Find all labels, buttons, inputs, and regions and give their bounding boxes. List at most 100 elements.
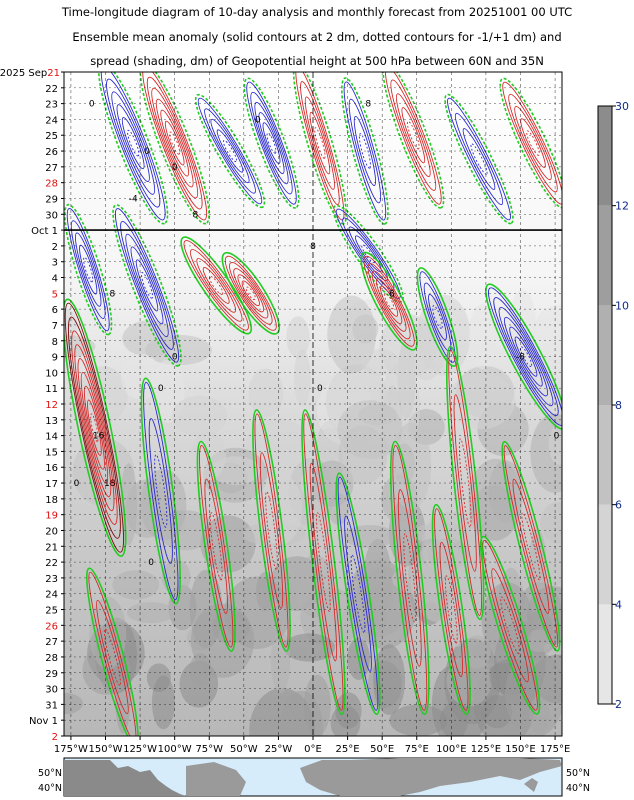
- positive-anomaly-contour: [384, 72, 442, 205]
- negative-anomaly-contour: [125, 233, 169, 338]
- contour-label: 8: [365, 100, 371, 110]
- y-tick-label: Oct 1: [31, 226, 58, 237]
- negative-anomaly-contour: [498, 307, 554, 407]
- y-tick-label: 19: [45, 511, 58, 522]
- y-tick-label: 7: [52, 321, 58, 332]
- negative-anomaly-contour: [432, 305, 443, 329]
- positive-anomaly-contour: [83, 385, 105, 470]
- spread-shade-patch: [171, 395, 228, 437]
- x-tick-label: 25°W: [265, 744, 293, 755]
- positive-anomaly-contour: [521, 512, 541, 581]
- positive-anomaly-contour: [199, 445, 234, 648]
- contour-label: 0: [255, 115, 261, 125]
- negative-anomaly-contour: [210, 118, 250, 184]
- zero-contour: [140, 377, 181, 605]
- colorbar-label: 8: [615, 399, 622, 412]
- negative-anomaly-contour: [148, 418, 173, 564]
- chart-title-line-3: spread (shading, dm) of Geopotential hei…: [90, 54, 544, 68]
- positive-anomaly-contour: [254, 413, 289, 648]
- colorbar-segment: [598, 504, 612, 605]
- negative-anomaly-contour: [454, 112, 504, 206]
- y-tick-label: Nov 1: [29, 716, 58, 727]
- negative-anomaly-contour: [222, 139, 238, 163]
- positive-anomaly-contour: [367, 263, 411, 340]
- spread-shading: [64, 72, 562, 736]
- positive-anomaly-contour: [96, 599, 129, 715]
- contour-label: -8: [516, 353, 525, 363]
- contour-label: 0: [89, 100, 95, 110]
- positive-anomaly-contour: [142, 72, 208, 221]
- negative-anomaly-contour: [493, 297, 559, 417]
- contour-label: -4: [129, 195, 138, 205]
- spread-shade-patch: [335, 692, 362, 729]
- y-tick-label: 6: [52, 305, 58, 316]
- y-tick-label: 31: [45, 700, 58, 711]
- x-tick-label: 125°W: [123, 744, 157, 755]
- zero-contour: [382, 72, 445, 209]
- negative-anomaly-contour: [350, 554, 366, 633]
- positive-anomaly-contour: [224, 255, 277, 331]
- contour-label: 0: [172, 163, 178, 173]
- zero-contour: [479, 535, 541, 715]
- positive-anomaly-contour: [514, 106, 552, 181]
- colorbar-segment: [598, 604, 612, 704]
- negative-anomaly-contour: [353, 115, 376, 187]
- negative-anomaly-contour: [470, 143, 488, 175]
- y-tick-label: 29: [45, 669, 58, 680]
- positive-anomaly-contour: [155, 98, 194, 188]
- y-tick-label: 22: [45, 84, 58, 95]
- positive-anomaly-contour: [309, 111, 331, 175]
- contour-label: 8: [193, 210, 199, 220]
- contour-label: 0: [144, 147, 150, 157]
- positive-anomaly-contour: [371, 270, 407, 332]
- negative-anomaly-contour: [154, 454, 168, 528]
- positive-anomaly-contour: [77, 358, 112, 498]
- positive-anomaly-contour: [304, 96, 335, 190]
- positive-anomaly-contour: [392, 445, 428, 711]
- contour-label: 0: [317, 384, 323, 394]
- x-tick-label: 150°W: [89, 744, 123, 755]
- x-tick-label: 0°E: [304, 744, 322, 755]
- spread-shade-patch: [189, 569, 223, 649]
- y-tick-label: 18: [45, 495, 58, 506]
- negative-anomaly-contour: [116, 104, 150, 183]
- spread-shade-patch: [468, 458, 523, 541]
- positive-anomaly-contour: [265, 491, 278, 570]
- negative-anomaly-contour: [83, 256, 94, 283]
- chart-title-line-1: Time-longitude diagram of 10-day analysi…: [61, 5, 573, 19]
- positive-anomaly-contour: [164, 120, 185, 166]
- spread-shade-patch: [126, 602, 176, 624]
- positive-anomaly-contour: [74, 344, 115, 512]
- negative-anomaly-contour: [254, 101, 289, 185]
- map-land-north-america: [64, 760, 186, 796]
- positive-anomaly-contour: [375, 278, 403, 325]
- positive-anomaly-contour: [434, 508, 469, 711]
- positive-anomaly-contour: [303, 413, 344, 711]
- spread-shade-patch: [481, 582, 533, 660]
- positive-anomaly-contour: [71, 330, 118, 525]
- y-tick-label: 22: [45, 558, 58, 569]
- negative-anomaly-contour: [143, 381, 179, 601]
- zero-contour: [98, 72, 169, 225]
- spread-shade-patch: [248, 368, 284, 418]
- spread-shade-patch: [64, 692, 83, 715]
- spread-shade-patch: [540, 501, 562, 544]
- spread-shade-patch: [358, 403, 398, 426]
- positive-anomaly-contour: [146, 76, 203, 210]
- spread-shade-patch: [270, 629, 291, 694]
- anomaly-contours: [64, 72, 562, 736]
- y-tick-label: 5: [52, 289, 58, 300]
- y-tick-label: 30: [45, 210, 58, 221]
- y-tick-label: 15: [45, 447, 58, 458]
- positive-anomaly-contour: [67, 316, 121, 539]
- negative-anomaly-contour: [79, 244, 98, 295]
- y-tick-label: 24: [45, 590, 58, 601]
- y-tick-label: 2: [52, 732, 58, 743]
- negative-anomaly-contour: [358, 133, 371, 169]
- spread-shade-patch: [146, 663, 171, 692]
- colorbar-segment: [598, 405, 612, 505]
- y-tick-label: 16: [45, 463, 58, 474]
- y-tick-label: 10: [45, 368, 58, 379]
